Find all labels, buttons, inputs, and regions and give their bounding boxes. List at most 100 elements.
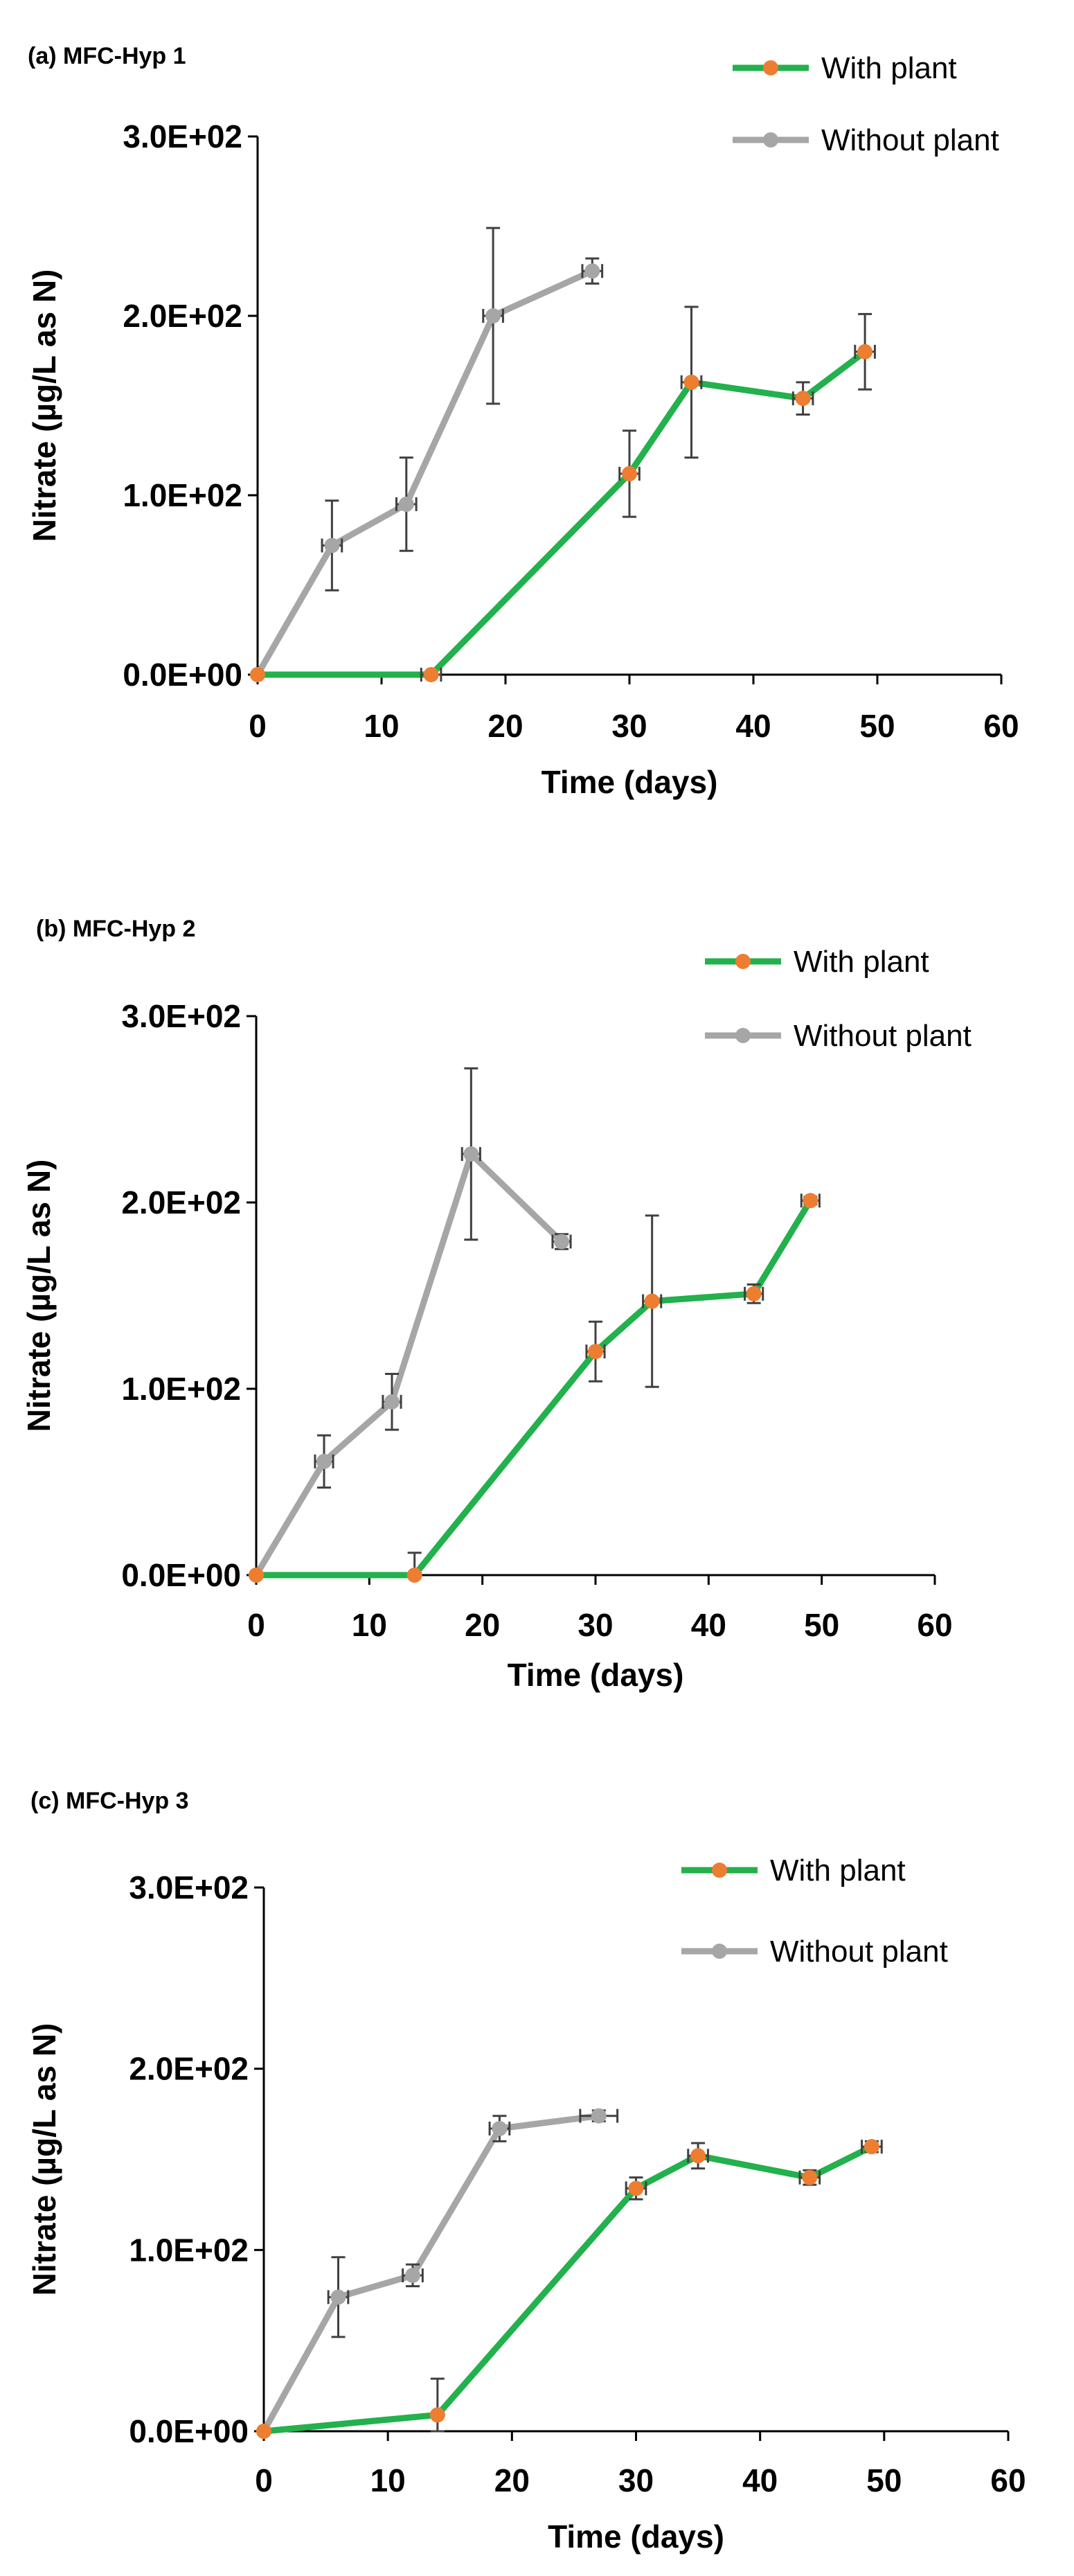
x-tick-label: 10 — [364, 708, 399, 744]
series-without-plant — [249, 1067, 572, 1583]
x-tick-label: 0 — [249, 708, 267, 744]
x-tick-label: 10 — [370, 2462, 406, 2498]
x-tick-label: 0 — [247, 1607, 265, 1643]
data-point — [463, 1146, 479, 1162]
y-tick-label: 1.0E+02 — [129, 2232, 249, 2268]
series-without-plant — [250, 226, 604, 682]
data-point — [690, 2148, 706, 2164]
legend-marker — [712, 1944, 727, 1959]
y-tick-label: 0.0E+00 — [121, 1557, 241, 1593]
x-tick-label: 50 — [866, 2462, 902, 2498]
legend-marker — [735, 1028, 751, 1043]
data-point — [802, 2169, 818, 2185]
x-tick-label: 40 — [691, 1607, 726, 1643]
data-point — [423, 667, 439, 682]
y-tick-label: 2.0E+02 — [123, 298, 242, 334]
y-axis-title: Nitrate (µg/L as N) — [21, 1160, 57, 1432]
data-point — [746, 1286, 762, 1302]
series-line — [253, 1151, 565, 1579]
data-point — [857, 344, 873, 359]
legend-with-plant: With plant — [681, 1854, 906, 1887]
y-tick-label: 2.0E+02 — [121, 1184, 241, 1220]
x-tick-label: 60 — [983, 708, 1019, 744]
data-point — [683, 374, 699, 390]
x-tick-label: 60 — [990, 2462, 1026, 2498]
data-point — [795, 391, 811, 407]
y-axis-title: Nitrate (µg/L as N) — [26, 2023, 62, 2296]
series-line — [254, 348, 868, 678]
legend-marker — [763, 132, 778, 148]
y-tick-label: 3.0E+02 — [129, 1869, 249, 1906]
legend-label: Without plant — [794, 1019, 972, 1053]
data-point — [622, 465, 637, 481]
data-point — [588, 1344, 603, 1360]
x-tick-label: 30 — [618, 2462, 654, 2498]
data-point — [330, 2289, 346, 2305]
data-point — [485, 308, 501, 323]
series-with-plant — [256, 2139, 883, 2439]
panel-title: (a) MFC-Hyp 1 — [28, 43, 186, 69]
x-tick-label: 60 — [917, 1607, 952, 1643]
x-axis-title: Time (days) — [508, 1657, 684, 1693]
data-point — [256, 2424, 271, 2439]
data-point — [803, 1193, 818, 1209]
data-point — [628, 2180, 644, 2196]
chart-panel-3: (c) MFC-Hyp 3 0.0E+00 1.0E+02 2.0E+02 3.0E+0… — [26, 1788, 1026, 2555]
y-axis-title: Nitrate (µg/L as N) — [26, 269, 62, 542]
series-line — [254, 267, 596, 678]
x-tick-label: 50 — [804, 1607, 839, 1643]
x-tick-label: 20 — [487, 708, 523, 744]
legend-with-plant: With plant — [705, 945, 929, 979]
legend-without-plant: Without plant — [705, 1019, 972, 1053]
y-tick-label: 0.0E+00 — [129, 2413, 249, 2449]
legend-marker — [735, 954, 751, 969]
data-point — [249, 1567, 264, 1583]
legend-label: With plant — [794, 945, 929, 979]
y-tick-label: 1.0E+02 — [123, 477, 242, 513]
series-line — [253, 1197, 814, 1579]
legend-label: Without plant — [821, 123, 999, 157]
data-point — [398, 496, 414, 512]
data-point — [492, 2121, 508, 2137]
data-point — [384, 1394, 400, 1410]
legend-marker — [712, 1863, 727, 1878]
series-with-plant — [250, 305, 876, 682]
data-point — [554, 1234, 569, 1250]
x-tick-label: 20 — [494, 2462, 530, 2498]
x-tick-label: 30 — [578, 1607, 613, 1643]
series-with-plant — [249, 1193, 821, 1583]
data-point — [429, 2407, 445, 2423]
data-point — [584, 263, 600, 279]
legend-label: With plant — [821, 51, 957, 85]
y-tick-label: 1.0E+02 — [121, 1371, 241, 1407]
x-tick-label: 0 — [255, 2462, 273, 2498]
data-point — [863, 2139, 879, 2155]
y-tick-label: 2.0E+02 — [129, 2051, 249, 2087]
series-line — [260, 2143, 875, 2435]
x-tick-label: 20 — [465, 1607, 500, 1643]
data-point — [250, 667, 265, 682]
legend-label: With plant — [770, 1854, 906, 1887]
data-point — [405, 2267, 420, 2283]
data-point — [324, 538, 340, 553]
x-tick-label: 10 — [352, 1607, 387, 1643]
x-axis-title: Time (days) — [542, 764, 718, 800]
legend-without-plant: Without plant — [681, 1935, 948, 1969]
legend-with-plant: With plant — [733, 51, 957, 85]
panel-title: (c) MFC-Hyp 3 — [30, 1788, 189, 1814]
data-point — [406, 1567, 422, 1583]
y-tick-label: 3.0E+02 — [121, 998, 241, 1034]
panel-title: (b) MFC-Hyp 2 — [36, 916, 195, 942]
data-point — [644, 1293, 660, 1309]
y-tick-label: 0.0E+00 — [123, 657, 242, 693]
legend-marker — [763, 60, 778, 75]
y-tick-label: 3.0E+02 — [123, 118, 242, 154]
legend-label: Without plant — [770, 1935, 948, 1969]
x-tick-label: 40 — [742, 2462, 778, 2498]
series-line — [260, 2113, 602, 2435]
chart-panel-2: (b) MFC-Hyp 2 0.0E+00 1.0E+02 2.0E+02 3.0E+0… — [21, 916, 972, 1693]
data-point — [316, 1453, 332, 1469]
x-tick-label: 30 — [611, 708, 647, 744]
data-point — [591, 2108, 607, 2124]
